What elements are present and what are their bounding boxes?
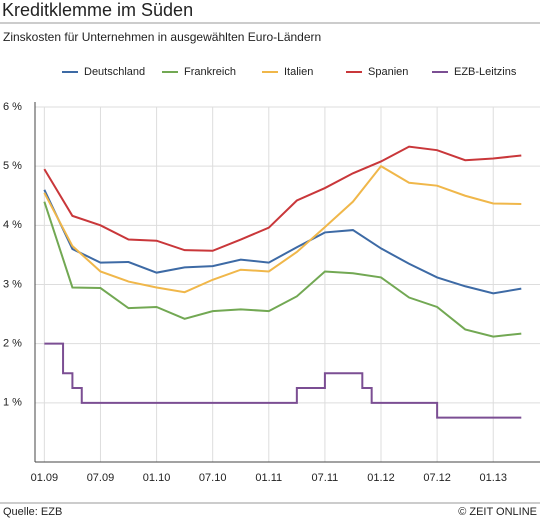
- legend-label: Frankreich: [184, 66, 236, 78]
- chart-subtitle: Zinskosten für Unternehmen in ausgewählt…: [3, 30, 321, 44]
- data-line: [43, 145, 522, 252]
- y-tick-label: 1 %: [3, 397, 22, 409]
- x-tick-label: 01.09: [31, 472, 59, 484]
- x-tick-label: 07.11: [312, 472, 339, 484]
- data-line: [43, 189, 522, 295]
- x-tick-label: 01.13: [479, 472, 507, 484]
- legend-label: EZB-Leitzins: [454, 66, 517, 78]
- y-tick-label: 6 %: [3, 101, 22, 113]
- data-line: [44, 342, 522, 419]
- credit: © ZEIT ONLINE: [458, 506, 537, 518]
- y-tick-label: 4 %: [3, 219, 22, 231]
- y-tick-label: 5 %: [3, 160, 22, 172]
- data-line: [43, 164, 522, 294]
- chart-title: Kreditklemme im Süden: [2, 0, 193, 20]
- legend-label: Italien: [284, 66, 313, 78]
- x-tick-label: 01.10: [143, 472, 171, 484]
- data-line: [43, 201, 522, 338]
- x-tick-label: 01.12: [367, 472, 395, 484]
- x-tick-label: 01.11: [255, 472, 282, 484]
- x-tick-label: 07.10: [199, 472, 227, 484]
- legend-label: Deutschland: [84, 66, 145, 78]
- y-tick-label: 3 %: [3, 278, 22, 290]
- source: Quelle: EZB: [3, 506, 62, 518]
- y-tick-label: 2 %: [3, 338, 22, 350]
- x-tick-label: 07.09: [87, 472, 115, 484]
- x-tick-label: 07.12: [423, 472, 451, 484]
- legend-label: Spanien: [368, 66, 408, 78]
